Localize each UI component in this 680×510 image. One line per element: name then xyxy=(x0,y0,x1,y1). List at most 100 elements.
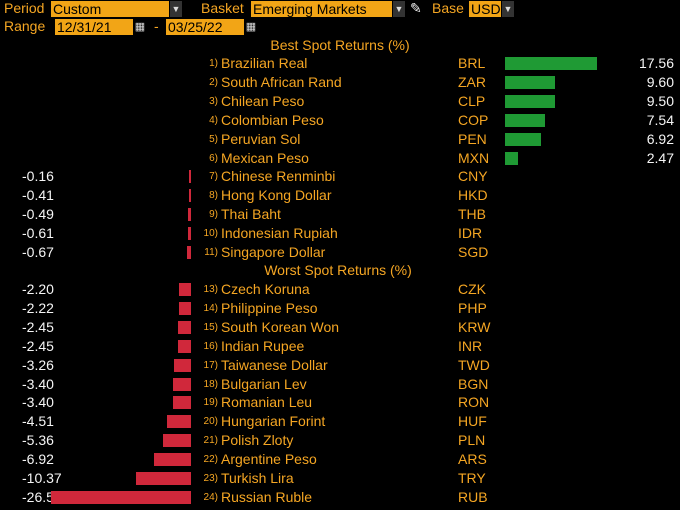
currency-code: IDR xyxy=(458,225,483,242)
currency-code: PEN xyxy=(458,130,487,147)
period-select[interactable]: Custom xyxy=(51,1,169,17)
table-row[interactable]: 5) Peruvian Sol PEN 6.92 xyxy=(0,130,680,149)
base-label: Base xyxy=(432,0,464,16)
rank-number: 8) xyxy=(209,190,218,202)
value-label: -2.45 xyxy=(22,318,54,335)
currency-code: RUB xyxy=(458,488,488,505)
positive-bar xyxy=(505,57,597,70)
rank-number: 13) xyxy=(203,284,218,295)
currency-code: BGN xyxy=(458,375,489,392)
table-row[interactable]: -10.37 23) Turkish Lira TRY xyxy=(0,469,680,488)
currency-name: Turkish Lira xyxy=(221,470,294,486)
positive-bar xyxy=(505,132,542,146)
negative-bar xyxy=(173,396,191,410)
negative-bar xyxy=(188,189,191,203)
currency-code: BRL xyxy=(458,55,486,71)
rank-number: 23) xyxy=(203,473,218,484)
currency-code: HKD xyxy=(458,187,488,204)
table-row[interactable]: -26.51 24) Russian Ruble RUB xyxy=(0,488,680,507)
currency-code: COP xyxy=(458,111,489,128)
range-end-input[interactable]: 03/25/22 xyxy=(166,19,244,35)
value-label: 17.56 xyxy=(638,55,674,71)
currency-name: South African Rand xyxy=(221,73,342,90)
table-row[interactable]: 2) South African Rand ZAR 9.60 xyxy=(0,73,680,92)
table-row[interactable]: -2.22 14) Philippine Peso PHP xyxy=(0,299,680,318)
basket-select[interactable]: Emerging Markets xyxy=(251,1,392,17)
value-label: 6.92 xyxy=(646,130,674,147)
table-row[interactable]: -3.40 19) Romanian Leu RON xyxy=(0,393,680,412)
currency-name: Russian Ruble xyxy=(221,488,313,505)
value-label: -4.51 xyxy=(22,413,54,430)
table-row[interactable]: -0.61 10) Indonesian Rupiah IDR xyxy=(0,224,680,243)
currency-name: Argentine Peso xyxy=(221,451,317,468)
value-label: -10.37 xyxy=(22,470,62,486)
negative-bar xyxy=(179,283,191,296)
currency-name: South Korean Won xyxy=(221,318,340,335)
base-dropdown-icon[interactable]: ▼ xyxy=(502,1,514,17)
value-label: -0.67 xyxy=(22,244,54,260)
positive-bar xyxy=(505,113,545,127)
positive-bar xyxy=(505,151,518,165)
currency-code: PLN xyxy=(458,432,486,449)
currency-code: KRW xyxy=(458,318,491,335)
negative-bar xyxy=(51,490,191,504)
value-label: -2.20 xyxy=(22,281,54,297)
basket-dropdown-icon[interactable]: ▼ xyxy=(393,1,405,17)
rank-number: 9) xyxy=(209,209,218,221)
table-row[interactable]: -0.67 11) Singapore Dollar SGD xyxy=(0,243,680,262)
currency-name: Mexican Peso xyxy=(221,149,309,166)
pencil-icon[interactable]: ✎ xyxy=(410,0,422,16)
table-row[interactable]: -0.49 9) Thai Baht THB xyxy=(0,205,680,224)
currency-code: SGD xyxy=(458,244,489,260)
rank-number: 22) xyxy=(203,454,218,466)
table-row[interactable]: -0.41 8) Hong Kong Dollar HKD xyxy=(0,186,680,205)
currency-name: Philippine Peso xyxy=(221,299,318,316)
table-row[interactable]: -2.45 15) South Korean Won KRW xyxy=(0,318,680,337)
rank-number: 4) xyxy=(209,114,218,126)
positive-bar xyxy=(505,94,555,108)
table-row[interactable]: 1) Brazilian Real BRL 17.56 xyxy=(0,54,680,73)
currency-name: Indonesian Rupiah xyxy=(221,225,338,242)
table-row[interactable]: -3.26 17) Taiwanese Dollar TWD xyxy=(0,356,680,375)
table-row[interactable]: 4) Colombian Peso COP 7.54 xyxy=(0,111,680,130)
table-row[interactable]: 6) Mexican Peso MXN 2.47 xyxy=(0,149,680,168)
value-label: -3.40 xyxy=(22,394,54,411)
toolbar-row-2: Range 12/31/21 ▦ - 03/25/22 ▦ xyxy=(0,18,680,36)
currency-code: TWD xyxy=(458,356,490,373)
table-row[interactable]: -6.92 22) Argentine Peso ARS xyxy=(0,450,680,469)
currency-name: Hong Kong Dollar xyxy=(221,187,332,204)
currency-name: Brazilian Real xyxy=(221,55,308,71)
currency-name: Peruvian Sol xyxy=(221,130,301,147)
rank-number: 19) xyxy=(203,397,218,409)
value-label: -0.16 xyxy=(22,168,54,185)
period-dropdown-icon[interactable]: ▼ xyxy=(170,1,182,17)
rank-number: 14) xyxy=(203,302,218,314)
negative-bar xyxy=(167,415,191,429)
range-start-input[interactable]: 12/31/21 xyxy=(55,19,133,35)
currency-code: INR xyxy=(458,337,483,354)
negative-bar xyxy=(179,301,191,315)
table-row[interactable]: -3.40 18) Bulgarian Lev BGN xyxy=(0,375,680,394)
rank-number: 3) xyxy=(209,95,218,107)
value-label: -2.45 xyxy=(22,337,54,354)
range-start-calendar-icon[interactable]: ▦ xyxy=(134,21,146,33)
table-row[interactable]: -4.51 20) Hungarian Forint HUF xyxy=(0,412,680,431)
value-label: -2.22 xyxy=(22,299,54,316)
table-row[interactable]: -2.20 13) Czech Koruna CZK xyxy=(0,280,680,299)
currency-name: Taiwanese Dollar xyxy=(221,356,328,373)
value-label: -0.41 xyxy=(22,187,54,204)
currency-code: THB xyxy=(458,206,486,223)
table-row[interactable]: -0.16 7) Chinese Renminbi CNY xyxy=(0,167,680,186)
rank-number: 24) xyxy=(203,491,218,503)
table-row[interactable]: -2.45 16) Indian Rupee INR xyxy=(0,337,680,356)
currency-name: Hungarian Forint xyxy=(221,413,326,430)
currency-name: Chinese Renminbi xyxy=(221,168,336,185)
currency-name: Polish Zloty xyxy=(221,432,294,449)
rank-number: 5) xyxy=(209,133,218,145)
base-select[interactable]: USD xyxy=(469,1,501,17)
range-end-calendar-icon[interactable]: ▦ xyxy=(245,21,257,33)
negative-bar xyxy=(178,339,191,353)
negative-bar xyxy=(178,320,191,334)
table-row[interactable]: 3) Chilean Peso CLP 9.50 xyxy=(0,92,680,111)
table-row[interactable]: -5.36 21) Polish Zloty PLN xyxy=(0,431,680,450)
